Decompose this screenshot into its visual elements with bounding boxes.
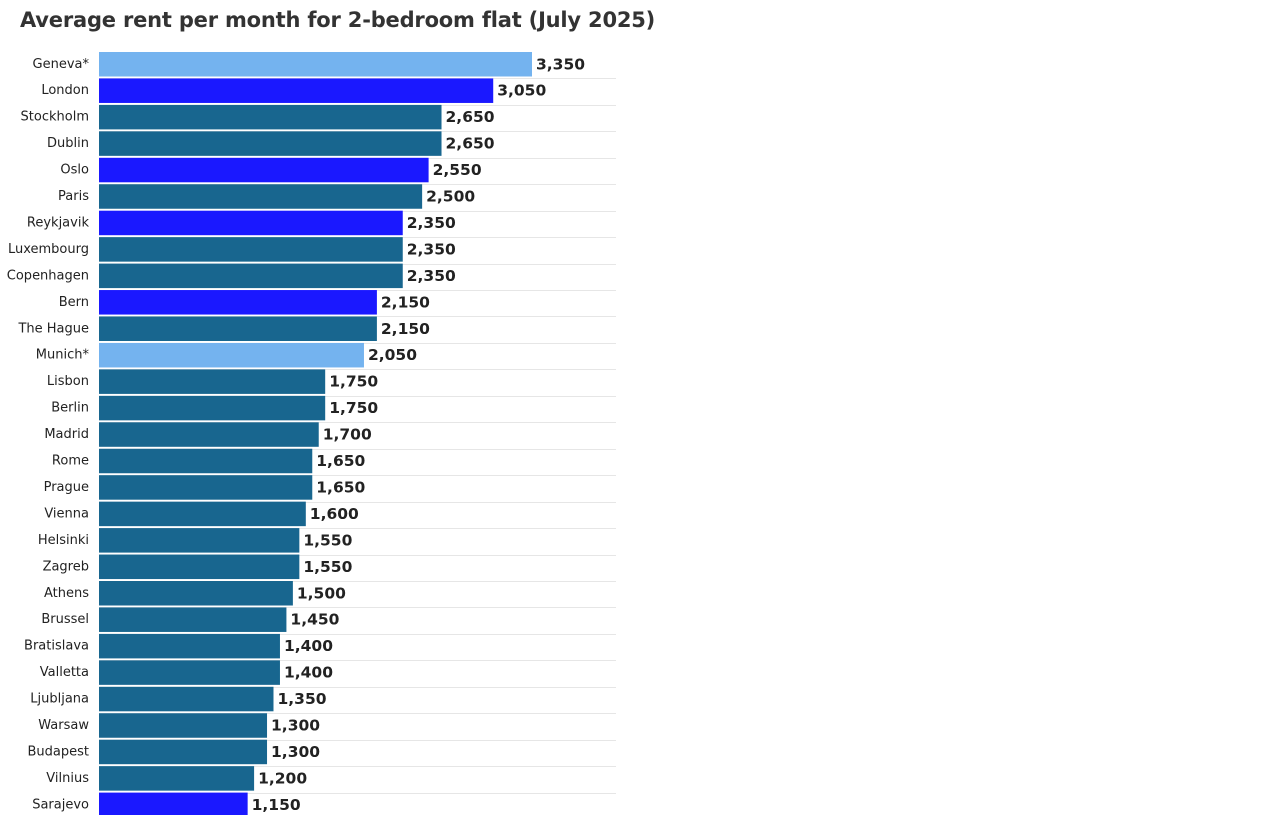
value-label-vienna: 1,600: [310, 505, 359, 523]
bar-paris: [99, 184, 423, 209]
value-label-lisbon: 1,750: [329, 373, 378, 391]
bar-rome: [99, 448, 313, 474]
bar-stockholm: [99, 104, 442, 130]
category-label-lisbon: Lisbon: [47, 374, 89, 389]
category-label-berlin: Berlin: [51, 401, 89, 416]
value-label-helsinki: 1,550: [303, 531, 352, 549]
bar-lisbon: [99, 369, 326, 394]
category-label-vienna: Vienna: [44, 506, 89, 521]
category-label-stockholm: Stockholm: [21, 110, 89, 125]
bar-the-hague: [99, 316, 377, 341]
bar-sarajevo: [99, 792, 248, 815]
value-label-valletta: 1,400: [284, 664, 333, 682]
value-label-berlin: 1,750: [329, 399, 378, 417]
category-label-munich: Munich*: [36, 348, 90, 363]
value-label-paris: 2,500: [426, 188, 475, 206]
value-label-warsaw: 1,300: [271, 717, 320, 735]
value-label-athens: 1,500: [297, 584, 346, 602]
category-label-rome: Rome: [52, 454, 89, 469]
bar-madrid: [99, 422, 319, 447]
value-label-vilnius: 1,200: [258, 769, 307, 787]
bar-dublin: [99, 131, 442, 156]
value-label-dublin: 2,650: [446, 135, 495, 153]
value-label-copenhagen: 2,350: [407, 267, 456, 285]
value-label-luxembourg: 2,350: [407, 240, 456, 258]
value-labels: 3,3503,0502,6502,6502,5502,5002,3502,350…: [252, 55, 586, 814]
bar-bratislava: [99, 633, 280, 659]
category-label-helsinki: Helsinki: [38, 533, 89, 548]
bar-athens: [99, 581, 293, 606]
category-label-the-hague: The Hague: [17, 321, 89, 336]
category-label-zagreb: Zagreb: [43, 559, 89, 574]
category-label-reykjavik: Reykjavik: [27, 215, 90, 230]
value-label-madrid: 1,700: [323, 426, 372, 444]
bars: [99, 52, 532, 815]
value-label-zagreb: 1,550: [303, 558, 352, 576]
bar-valletta: [99, 660, 280, 685]
value-label-budapest: 1,300: [271, 743, 320, 761]
bar-luxembourg: [99, 237, 403, 262]
category-label-madrid: Madrid: [44, 427, 89, 442]
bar-london: [99, 78, 494, 103]
bar-oslo: [99, 157, 429, 183]
category-label-luxembourg: Luxembourg: [8, 242, 89, 257]
category-label-ljubljana: Ljubljana: [30, 692, 89, 707]
value-label-bratislava: 1,400: [284, 637, 333, 655]
category-labels: Geneva* London Stockholm Dublin Oslo Paris Rey…: [7, 57, 90, 813]
value-label-the-hague: 2,150: [381, 320, 430, 338]
category-label-prague: Prague: [44, 480, 89, 495]
bar-geneva: [99, 52, 532, 77]
bar-helsinki: [99, 528, 300, 553]
value-label-prague: 1,650: [316, 478, 365, 496]
bar-munich: [99, 342, 364, 368]
category-label-budapest: Budapest: [28, 744, 90, 759]
bar-bern: [99, 290, 377, 315]
bar-zagreb: [99, 554, 300, 580]
value-label-london: 3,050: [497, 82, 546, 100]
category-label-valletta: Valletta: [40, 665, 89, 680]
value-label-sarajevo: 1,150: [252, 796, 301, 814]
bar-vilnius: [99, 766, 255, 791]
bar-brussel: [99, 607, 287, 632]
category-label-dublin: Dublin: [47, 136, 89, 151]
bar-warsaw: [99, 713, 268, 738]
value-label-rome: 1,650: [316, 452, 365, 470]
value-label-geneva: 3,350: [536, 55, 585, 73]
chart-title: Average rent per month for 2-bedroom fla…: [20, 8, 656, 32]
category-label-brussel: Brussel: [41, 612, 89, 627]
value-label-brussel: 1,450: [290, 611, 339, 629]
bar-berlin: [99, 395, 326, 421]
value-label-ljubljana: 1,350: [277, 690, 326, 708]
category-label-copenhagen: Copenhagen: [7, 268, 89, 283]
category-label-sarajevo: Sarajevo: [32, 797, 89, 812]
value-label-oslo: 2,550: [433, 161, 482, 179]
category-label-bratislava: Bratislava: [24, 639, 89, 654]
bar-budapest: [99, 739, 268, 765]
value-label-bern: 2,150: [381, 293, 430, 311]
category-label-bern: Bern: [59, 295, 89, 310]
value-label-munich: 2,050: [368, 346, 417, 364]
category-label-geneva: Geneva*: [33, 57, 90, 72]
category-label-vilnius: Vilnius: [46, 771, 89, 786]
bar-copenhagen: [99, 263, 403, 289]
bar-prague: [99, 475, 313, 500]
category-label-london: London: [41, 83, 89, 98]
category-label-athens: Athens: [44, 586, 89, 601]
category-label-oslo: Oslo: [60, 163, 89, 178]
bar-ljubljana: [99, 686, 274, 712]
category-label-warsaw: Warsaw: [38, 718, 89, 733]
value-label-reykjavik: 2,350: [407, 214, 456, 232]
bar-reykjavik: [99, 210, 403, 236]
bar-vienna: [99, 501, 306, 527]
category-label-paris: Paris: [58, 189, 89, 204]
value-label-stockholm: 2,650: [446, 108, 495, 126]
